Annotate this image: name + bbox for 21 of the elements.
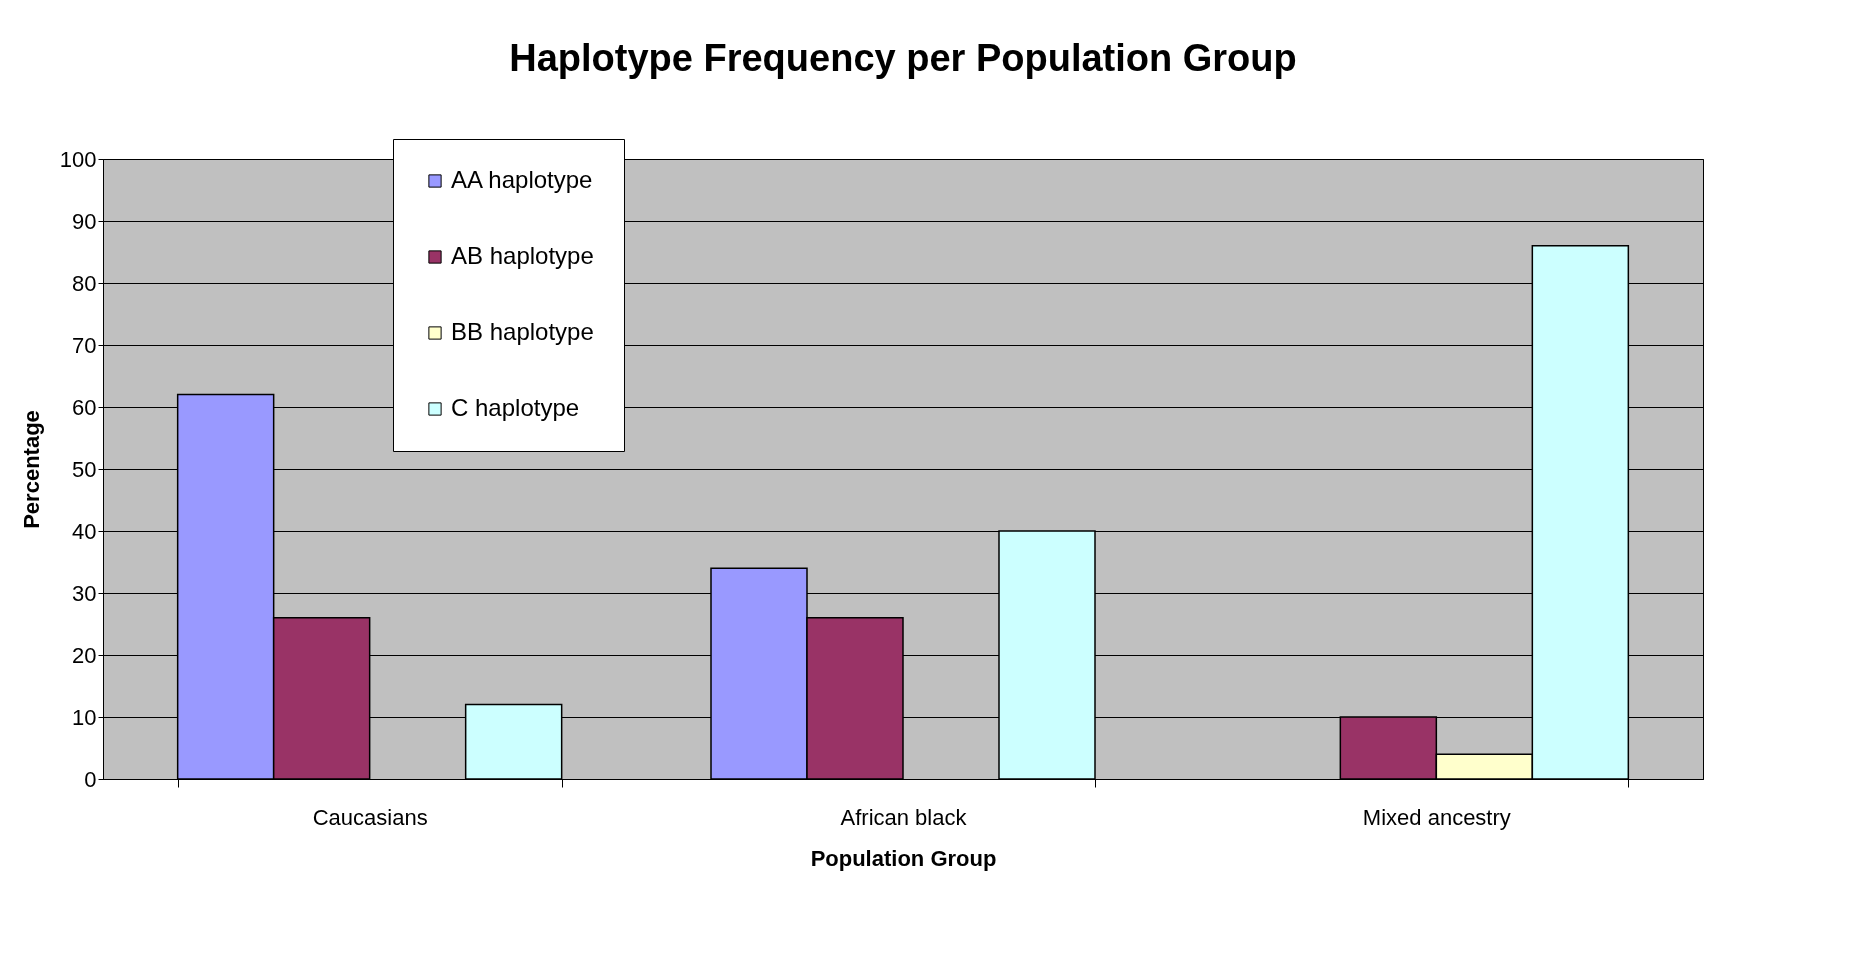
x-tick-label: Caucasians (312, 804, 428, 830)
y-tick-label: 20 (72, 642, 97, 668)
y-tick-label: 80 (72, 270, 97, 296)
y-tick-label: 40 (72, 518, 97, 544)
y-tick-label: 50 (72, 456, 97, 482)
y-tick-label: 0 (84, 766, 97, 792)
y-tick-label: 30 (72, 580, 97, 606)
x-tick-label: Mixed ancestry (1362, 804, 1511, 830)
y-tick-label: 10 (72, 704, 97, 730)
y-tick-label: 90 (72, 208, 97, 234)
x-tick-label: African black (840, 804, 968, 830)
legend-label: AA haplotype (451, 166, 593, 193)
y-tick-label: 70 (72, 332, 97, 358)
y-tick-label: 100 (59, 146, 97, 172)
legend-label: C haplotype (451, 394, 580, 421)
legend-label: BB haplotype (451, 318, 594, 345)
x-axis-title: Population Group (810, 845, 997, 871)
y-tick-label: 60 (72, 394, 97, 420)
y-axis-title: Percentage (18, 410, 44, 529)
legend-label: AB haplotype (451, 242, 594, 269)
chart-title: Haplotype Frequency per Population Group (509, 36, 1297, 79)
